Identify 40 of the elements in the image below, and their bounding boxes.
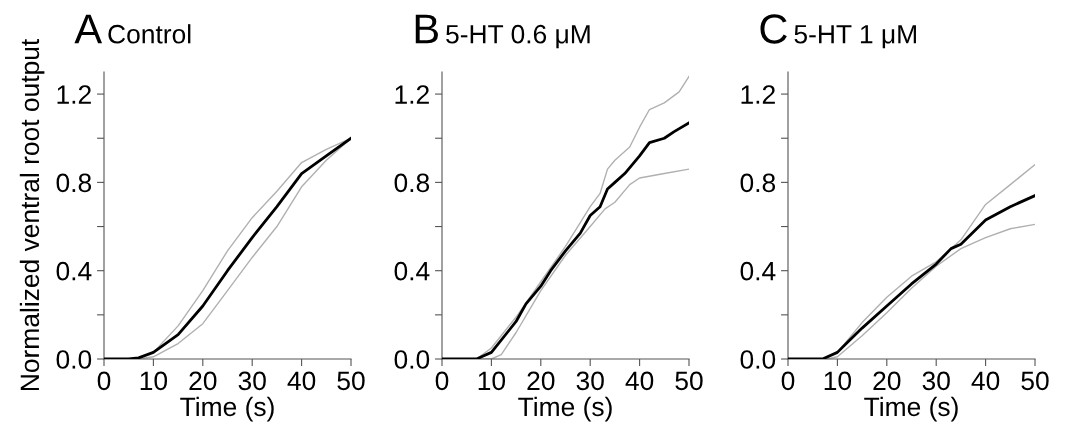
x-axis-title: Time (s)	[864, 396, 958, 422]
x-tick-label: 20	[873, 371, 901, 391]
x-tick-label: 50	[1021, 371, 1049, 391]
x-tick-label: 20	[189, 371, 217, 391]
x-tick-label: 30	[576, 371, 604, 391]
x-tick-label: 10	[824, 371, 852, 391]
x-tick-label: 40	[971, 371, 1000, 391]
x-tick-label: 20	[527, 371, 555, 391]
x-axis-title: Time (s)	[518, 396, 612, 422]
x-tick-label: 30	[922, 371, 950, 391]
x-tick-label: 10	[478, 371, 506, 391]
x-tick-label: 0	[435, 371, 449, 391]
y-tick-label: 0.8	[394, 173, 430, 193]
x-tick-label: 40	[625, 371, 654, 391]
x-tick-label: 50	[337, 371, 365, 391]
x-tick-label: 0	[781, 371, 795, 391]
chart-title: B	[415, 14, 438, 44]
chart-subtitle: 5-HT 1 μM	[794, 25, 916, 49]
y-tick-label: 1.2	[57, 85, 91, 104]
chart-subtitle: Control	[108, 24, 191, 44]
y-tick-label: 1.2	[741, 85, 775, 104]
y-tick-label: 0.0	[394, 350, 430, 369]
y-tick-label: 0.4	[740, 261, 776, 281]
y-tick-label: 0.0	[740, 350, 776, 369]
y-tick-label: 0.8	[740, 173, 776, 193]
y-tick-label: 0.0	[56, 350, 92, 369]
chart-subtitle: 5-HT 0.6 μM	[446, 24, 590, 49]
x-tick-label: 10	[140, 371, 168, 391]
x-tick-label: 50	[675, 371, 703, 391]
x-tick-label: 40	[287, 371, 316, 391]
y-tick-label: 1.2	[395, 85, 429, 104]
y-tick-label: 0.4	[394, 261, 430, 281]
y-tick-label: 0.8	[56, 173, 92, 193]
x-tick-label: 30	[238, 371, 266, 391]
y-tick-label: 0.4	[56, 261, 92, 281]
chart-title: C	[760, 14, 787, 44]
chart-title: A	[74, 14, 103, 44]
x-axis-title: Time (s)	[180, 396, 274, 422]
y-axis-title: Normalized ventral root output	[19, 38, 45, 391]
x-tick-label: 0	[97, 371, 111, 391]
